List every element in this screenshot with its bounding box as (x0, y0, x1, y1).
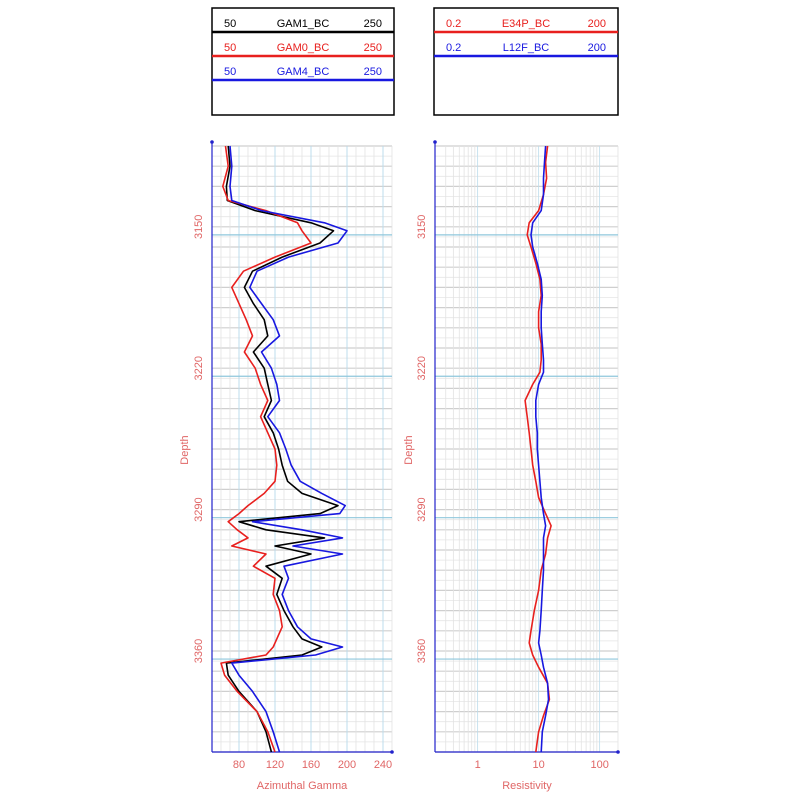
depth-tick-label: 3150 (416, 215, 428, 239)
legend-row-gam4_bc: 50 GAM4_BC 250 (212, 66, 394, 82)
series-line-gam1_bc (225, 145, 339, 753)
depth-tick-label: 3220 (193, 356, 205, 380)
legend-scale-min: 50 (224, 42, 236, 54)
series-line-gam4_bc (229, 145, 348, 753)
axis-end-marker (210, 140, 214, 144)
axis-end-marker (433, 140, 437, 144)
depth-tick-label: 3150 (193, 215, 205, 239)
x-tick-label: 240 (374, 759, 392, 771)
legend-scale-min: 0.2 (446, 18, 461, 30)
x-tick-label: 80 (233, 759, 245, 771)
legend-series-name: GAM4_BC (277, 66, 330, 78)
legend-scale-max: 200 (588, 18, 606, 30)
header-box-left: 50 GAM1_BC 250 50 GAM0_BC 250 50 GAM4_BC 250 (211, 7, 395, 116)
legend-scale-max: 250 (364, 66, 382, 78)
x-tick-label: 200 (338, 759, 356, 771)
axis-end-marker (390, 750, 394, 754)
legend-scale-min: 50 (224, 18, 236, 30)
legend-row-l12f_bc: 0.2 L12F_BC 200 (434, 42, 618, 58)
legend-scale-max: 250 (364, 42, 382, 54)
legend-series-name: E34P_BC (502, 18, 550, 30)
x-tick-label: 10 (533, 759, 545, 771)
header-box-right: 0.2 E34P_BC 200 0.2 L12F_BC 200 (433, 7, 619, 116)
series-line-e34p_bc (524, 145, 552, 753)
legend-series-name: GAM0_BC (277, 42, 330, 54)
x-tick-label: 160 (302, 759, 320, 771)
header-frame (433, 7, 619, 116)
depth-tick-label: 3290 (416, 497, 428, 521)
depth-tick-label: 3360 (193, 639, 205, 663)
series-line-l12f_bc (530, 145, 550, 753)
legend-row-gam0_bc: 50 GAM0_BC 250 (212, 42, 394, 58)
legend-row-e34p_bc: 0.2 E34P_BC 200 (434, 18, 618, 34)
legend-scale-max: 250 (364, 18, 382, 30)
resistivity-track: 1 10 100 3150 3220 3290 3360 Depth Resistivity (403, 140, 620, 792)
depth-tick-label: 3220 (416, 356, 428, 380)
x-tick-label: 120 (266, 759, 284, 771)
legend-series-name: L12F_BC (503, 42, 550, 54)
legend-row-gam1_bc: 50 GAM1_BC 250 (212, 18, 394, 34)
legend-scale-min: 0.2 (446, 42, 461, 54)
depth-tick-label: 3290 (193, 497, 205, 521)
axis-end-marker (616, 750, 620, 754)
x-axis-title: Resistivity (502, 780, 552, 792)
log-headers: 50 GAM1_BC 250 50 GAM0_BC 250 50 GAM4_BC 250 0.2 E… (211, 7, 619, 116)
legend-series-name: GAM1_BC (277, 18, 330, 30)
depth-axis-title: Depth (179, 435, 191, 464)
depth-tick-label: 3360 (416, 639, 428, 663)
header-frame (211, 7, 395, 116)
x-tick-label: 100 (590, 759, 608, 771)
x-tick-label: 1 (475, 759, 481, 771)
legend-scale-max: 200 (588, 42, 606, 54)
legend-scale-min: 50 (224, 66, 236, 78)
grid-lines (434, 145, 619, 753)
x-axis-title: Azimuthal Gamma (257, 780, 348, 792)
series-line-gam0_bc (220, 145, 312, 753)
depth-axis-title: Depth (403, 435, 415, 464)
gamma-track: 80 120 160 200 240 3150 3220 3290 3360 Depth Azimu… (179, 140, 394, 792)
